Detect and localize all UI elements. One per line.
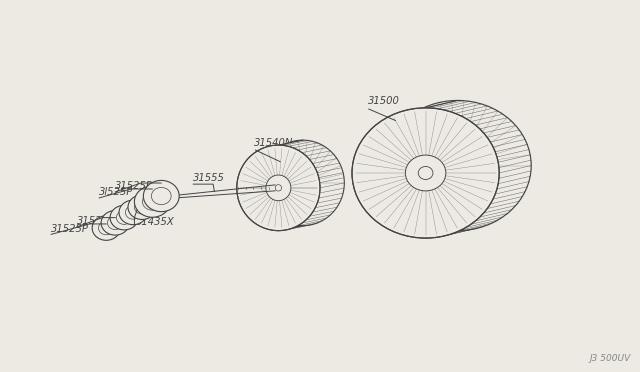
Polygon shape [278,140,344,231]
Text: J3 500UV: J3 500UV [589,354,630,363]
Ellipse shape [143,180,179,212]
Text: 31555: 31555 [193,173,225,183]
Ellipse shape [261,140,344,226]
Ellipse shape [119,200,147,225]
Text: 31540N: 31540N [254,138,294,148]
Ellipse shape [134,186,170,217]
Ellipse shape [352,108,499,238]
Ellipse shape [92,216,120,240]
Ellipse shape [125,206,141,219]
Ellipse shape [108,216,123,230]
Ellipse shape [275,185,282,191]
Ellipse shape [143,193,162,210]
Polygon shape [426,100,531,238]
Text: 31525P: 31525P [51,224,89,234]
Ellipse shape [110,205,138,230]
Ellipse shape [152,187,171,205]
Ellipse shape [237,145,320,231]
Ellipse shape [405,155,446,191]
Ellipse shape [384,100,531,231]
Text: 3l525P: 3l525P [99,187,134,197]
Text: 31525P: 31525P [77,216,115,226]
Text: 31500: 31500 [368,96,400,106]
Ellipse shape [101,211,129,235]
Ellipse shape [266,175,291,201]
Text: 31435X: 31435X [136,217,175,227]
Ellipse shape [116,211,132,224]
Ellipse shape [134,201,150,214]
Text: 31525P: 31525P [115,181,153,191]
Ellipse shape [419,166,433,179]
Ellipse shape [128,195,156,219]
Ellipse shape [99,221,114,235]
